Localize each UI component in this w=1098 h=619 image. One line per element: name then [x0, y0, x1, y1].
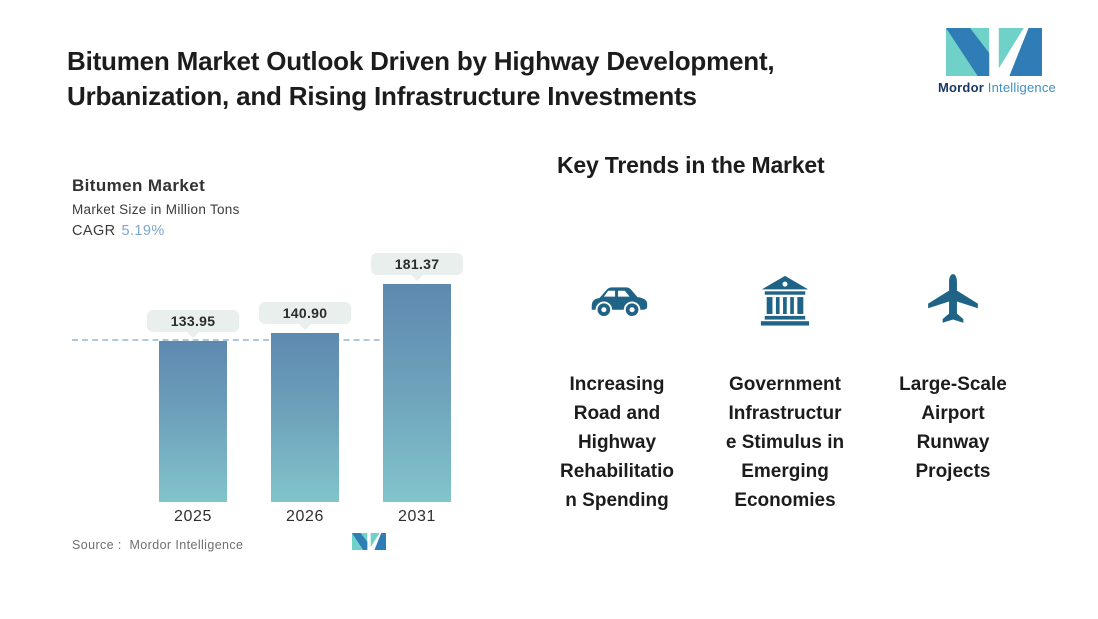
trend-item-road-rehabilitation: Increasing Road and Highway Rehabilitati… — [532, 268, 702, 515]
x-tick-2031: 2031 — [398, 508, 436, 525]
car-icon — [532, 268, 702, 332]
trend-item-government-stimulus: Government Infrastructur e Stimulus in E… — [700, 268, 870, 515]
logo-wordmark-light: Intelligence — [987, 80, 1056, 95]
plane-icon — [868, 268, 1038, 332]
logo-wordmark: Mordor Intelligence — [938, 80, 1056, 95]
chart-subtitle: Market Size in Million Tons — [72, 202, 240, 217]
bar-2025 — [159, 341, 227, 502]
x-tick-2025: 2025 — [174, 508, 212, 525]
bar-plot: 133.95 140.90 181.37 — [60, 253, 463, 502]
bar-2031 — [383, 284, 451, 502]
x-axis-labels: 2025 2026 2031 — [60, 508, 460, 530]
cagr-row: CAGR 5.19% — [72, 223, 165, 239]
x-tick-2026: 2026 — [286, 508, 324, 525]
trends-heading: Key Trends in the Market — [557, 152, 825, 178]
bitumen-market-chart: Bitumen Market Market Size in Million To… — [60, 170, 463, 570]
reference-dashed-line — [72, 339, 440, 341]
page-title: Bitumen Market Outlook Driven by Highway… — [67, 46, 775, 111]
bar-column-2026: 140.90 — [259, 302, 351, 502]
bar-column-2025: 133.95 — [147, 310, 239, 502]
trend-label: Large-Scale Airport Runway Projects — [899, 374, 1007, 482]
value-label-2031: 181.37 — [371, 253, 463, 281]
cagr-label: CAGR — [72, 223, 116, 239]
trend-label: Increasing Road and Highway Rehabilitati… — [559, 374, 674, 511]
chart-title: Bitumen Market — [72, 176, 206, 195]
logo-wordmark-bold: Mordor — [938, 80, 984, 95]
mordor-intelligence-logo: Mordor Intelligence — [938, 28, 1056, 95]
bar-2026 — [271, 333, 339, 502]
mordor-logo-icon — [946, 28, 1042, 76]
value-label-2025: 133.95 — [147, 310, 239, 338]
source-note: Source : Mordor Intelligence — [72, 538, 244, 552]
trend-item-airport-runway: Large-Scale Airport Runway Projects — [868, 268, 1038, 486]
value-label-2026: 140.90 — [259, 302, 351, 330]
mordor-logo-mini-icon — [352, 533, 386, 550]
bank-icon — [700, 268, 870, 332]
trend-label: Government Infrastructur e Stimulus in E… — [725, 374, 845, 511]
bar-column-2031: 181.37 — [371, 253, 463, 502]
cagr-value: 5.19% — [121, 223, 165, 239]
